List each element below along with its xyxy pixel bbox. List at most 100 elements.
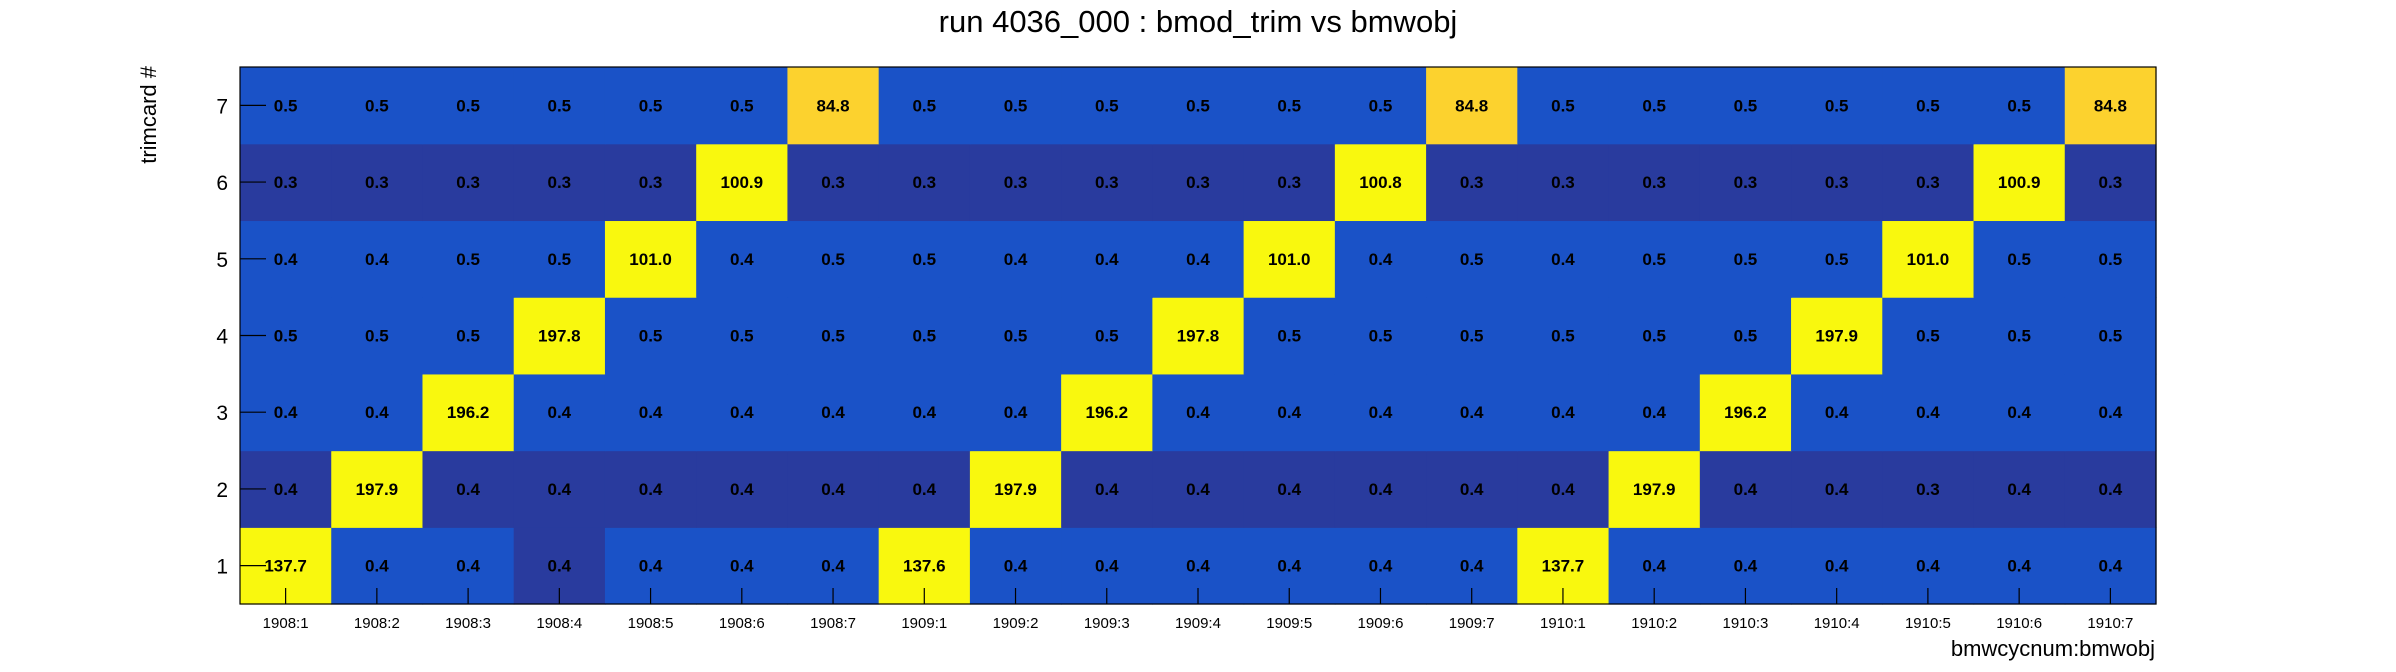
y-tick-label: 7 [216,95,228,118]
heatmap-cell [1334,67,1427,145]
cell-value-label: 0.5 [912,250,936,269]
cell-value-label: 0.5 [821,327,845,346]
heatmap-cell [1061,297,1153,375]
cell-value-label: 0.4 [821,480,845,499]
cell-value-label: 0.3 [1460,173,1484,192]
heatmap-cell [513,450,606,528]
cell-value-label: 197.9 [356,480,399,499]
cell-value-label: 0.5 [1369,96,1393,115]
cell-value-label: 0.4 [2099,480,2123,499]
heatmap-cell [787,143,880,222]
cell-value-label: 0.4 [912,403,936,422]
cell-value-label: 0.4 [1186,557,1210,576]
cell-value-label: 84.8 [817,96,850,115]
cell-value-label: 0.4 [1369,557,1393,576]
heatmap-cell [1791,143,1883,222]
cell-value-label: 0.4 [1186,480,1210,499]
cell-value-label: 0.5 [1460,250,1484,269]
heatmap-cell [969,143,1062,222]
heatmap-cell [878,67,971,145]
chart-title: run 4036_000 : bmod_trim vs bmwobj [939,4,1458,39]
heatmap-cell [1243,373,1336,452]
cell-value-label: 0.4 [1551,403,1575,422]
cell-value-label: 0.5 [2007,96,2031,115]
cell-value-label: 0.5 [1460,327,1484,346]
x-tick-label: 1910:1 [1540,615,1586,632]
heatmap-cell [1334,373,1427,452]
cell-value-label: 0.4 [2007,480,2031,499]
heatmap-cell [1608,220,1701,298]
heatmap-cell [1791,220,1883,298]
heatmap-cell [1334,220,1427,298]
cell-value-label: 0.4 [2099,557,2123,576]
heatmap-cell [1699,143,1792,222]
axes: 1 2 3 4 5 6 7 1908:1 1908:2 1908:3 1908:4 1908:5 190… [216,66,2157,632]
cell-value-label: 196.2 [1724,403,1767,422]
heatmap-cell [513,220,606,298]
x-tick-label: 1910:4 [1814,615,1860,632]
heatmap-cell [1973,67,2066,145]
heatmap-cell [422,373,515,452]
heatmap-cell [1517,67,1610,145]
cell-value-label: 0.4 [1369,480,1393,499]
cell-value-label: 0.5 [639,96,663,115]
x-tick-label: 1908:3 [445,615,491,632]
heatmap-cell [1061,143,1153,222]
heatmap-cell [1334,450,1427,528]
heatmap-cell [696,297,789,375]
cell-value-label: 0.4 [1642,403,1666,422]
heatmap-cell [1243,143,1336,222]
cell-value-label: 0.5 [2007,327,2031,346]
heatmap-cell [331,220,424,298]
heatmap-cell [2064,373,2157,452]
heatmap-cell [604,450,697,528]
cell-value-label: 0.4 [1004,250,1028,269]
heatmap-cell [422,143,515,222]
heatmap-cell [1791,67,1883,145]
x-tick-label: 1908:1 [263,615,309,632]
cell-value-label: 0.3 [548,173,572,192]
heatmap-cell [1426,67,1518,145]
heatmap-cell [513,143,606,222]
cell-value-label: 0.5 [1734,327,1758,346]
cell-value-label: 0.5 [365,327,389,346]
heatmap-cell [422,220,515,298]
cell-value-label: 0.4 [730,403,754,422]
cell-value-label: 197.9 [994,480,1037,499]
heatmap-cell [787,450,880,528]
x-tick-label: 1909:7 [1449,615,1495,632]
heatmap-cell [1791,450,1883,528]
heatmap-cell [513,373,606,452]
heatmap-cell [2064,450,2157,528]
heatmap-cell [1882,450,1975,528]
cell-value-label: 137.7 [264,557,307,576]
cell-value-label: 0.5 [1734,250,1758,269]
heatmap-cell [1973,297,2066,375]
cell-value-label: 0.5 [1825,96,1849,115]
heatmap-cell [1152,143,1245,222]
cell-value-label: 0.4 [1095,250,1119,269]
heatmap-cell [1973,220,2066,298]
cell-value-label: 0.5 [1642,250,1666,269]
cell-value-label: 0.5 [1369,327,1393,346]
x-axis-title: bmwcycnum:bmwobj [1951,636,2155,661]
heatmap-cell [1882,143,1975,222]
heatmap-cell [1699,297,1792,375]
cell-value-label: 0.5 [274,96,298,115]
cell-value-label: 196.2 [1085,403,1128,422]
x-tick-label: 1909:4 [1175,615,1221,632]
heatmap-cell [513,67,606,145]
x-tick-label: 1908:5 [628,615,674,632]
cell-value-label: 0.4 [1277,480,1301,499]
cell-value-label: 0.4 [456,557,480,576]
heatmap-cell [878,450,971,528]
cell-value-label: 0.5 [274,327,298,346]
cell-value-label: 0.4 [639,403,663,422]
heatmap-cell [696,450,789,528]
x-tick-label: 1909:3 [1084,615,1130,632]
cell-value-label: 0.3 [1277,173,1301,192]
cell-value-label: 0.4 [1004,557,1028,576]
heatmap-cell [1426,297,1518,375]
cell-value-label: 0.3 [365,173,389,192]
cell-value-label: 0.4 [730,557,754,576]
